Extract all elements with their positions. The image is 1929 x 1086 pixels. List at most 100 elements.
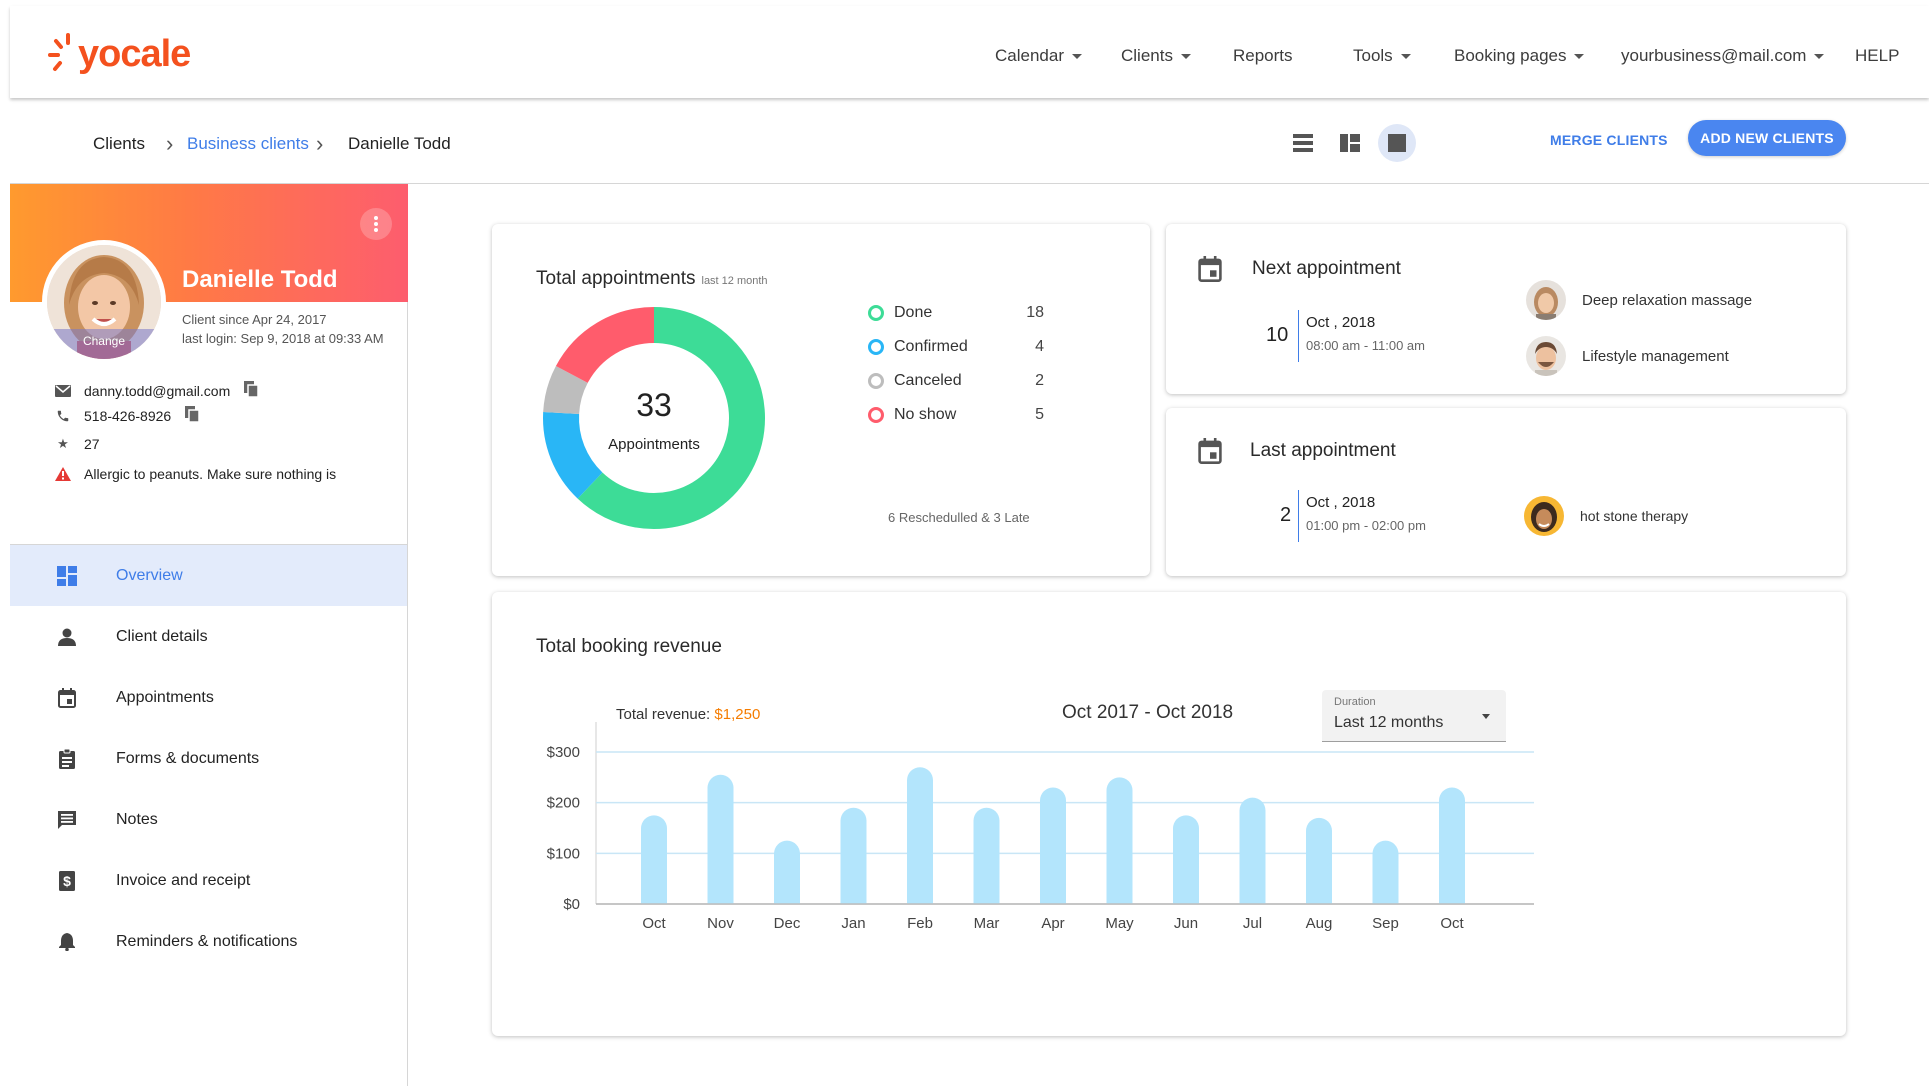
- total-revenue-label: Total revenue:: [616, 706, 711, 723]
- revenue-bar[interactable]: [840, 807, 867, 904]
- next-appointment-title: Next appointment: [1252, 258, 1401, 279]
- nav-booking-pages-label: Booking pages: [1454, 46, 1567, 65]
- y-tick-label: $300: [547, 744, 580, 761]
- sidebar-item-overview[interactable]: Overview: [10, 545, 407, 606]
- next-appointment-card: Next appointment 10 Oct , 2018 08:00 am …: [1166, 224, 1846, 394]
- list-view-button[interactable]: [1284, 124, 1322, 162]
- x-tick-label: Jul: [1243, 915, 1262, 932]
- sidebar-item-client-details[interactable]: Client details: [10, 606, 407, 667]
- revenue-bar[interactable]: [973, 807, 1000, 904]
- duration-select[interactable]: Duration Last 12 months: [1322, 690, 1506, 742]
- last-service-1[interactable]: hot stone therapy: [1524, 496, 1688, 536]
- x-tick-label: Aug: [1306, 915, 1333, 932]
- staff-avatar: [1524, 496, 1564, 536]
- legend-label: No show: [894, 406, 957, 423]
- legend-value: 2: [1035, 372, 1044, 389]
- person-icon: [58, 628, 76, 646]
- chevron-right-icon: ›: [166, 131, 174, 156]
- revenue-bar[interactable]: [1040, 787, 1066, 904]
- add-new-clients-button[interactable]: ADD NEW CLIENTS: [1688, 120, 1846, 156]
- nav-booking-pages[interactable]: Booking pages: [1454, 46, 1585, 66]
- revenue-title: Total booking revenue: [536, 636, 722, 657]
- revenue-bar-chart: $0 $100 $200 $300 Oct Nov Dec Jan Feb Mar Apr May Ju…: [547, 722, 1534, 932]
- list-view-icon: [1293, 134, 1313, 152]
- card-view-button[interactable]: [1378, 124, 1416, 162]
- nav-calendar[interactable]: Calendar: [995, 46, 1082, 66]
- dashboard-icon: [57, 565, 77, 586]
- card-title-total: Total appointments last 12 month: [536, 268, 768, 290]
- email-value: danny.todd@gmail.com: [84, 382, 231, 399]
- nav-clients[interactable]: Clients: [1121, 46, 1191, 66]
- merge-clients-button[interactable]: MERGE CLIENTS: [1550, 132, 1668, 148]
- y-tick-label: $100: [547, 845, 580, 862]
- calendar-icon: [58, 687, 76, 708]
- revenue-bar-base: [1173, 891, 1199, 904]
- nav-clients-label: Clients: [1121, 46, 1173, 65]
- rescheduled-note: 6 Reschedulled & 3 Late: [888, 510, 1030, 525]
- contact-rating: ★ 27: [54, 436, 99, 452]
- copy-phone-button[interactable]: [185, 406, 200, 425]
- nav-calendar-label: Calendar: [995, 46, 1064, 65]
- x-tick-label: Sep: [1372, 915, 1399, 932]
- sidebar-item-notes[interactable]: Notes: [10, 789, 407, 850]
- next-appointment-month: Oct , 2018: [1306, 314, 1376, 331]
- revenue-bar[interactable]: [707, 774, 734, 904]
- revenue-bar-base: [1306, 891, 1332, 904]
- donut-slice-no-show: [555, 307, 655, 384]
- revenue-bar-base: [641, 891, 667, 904]
- copy-email-button[interactable]: [244, 381, 259, 400]
- more-vert-icon: [374, 216, 378, 232]
- x-tick-label: May: [1105, 915, 1134, 932]
- sidebar-item-invoice[interactable]: $ Invoice and receipt: [10, 850, 407, 911]
- legend-dot-done: [868, 305, 884, 321]
- chevron-right-icon: ›: [316, 131, 324, 156]
- sidebar-menu: Overview Client details Appointments For…: [10, 544, 407, 972]
- sidebar-item-label: Client details: [116, 627, 208, 645]
- legend-done: Done 18: [868, 304, 1044, 322]
- revenue-bar[interactable]: [774, 840, 800, 904]
- client-photo: [47, 245, 161, 359]
- sidebar-item-label: Invoice and receipt: [116, 871, 251, 889]
- revenue-bar[interactable]: [1239, 797, 1266, 904]
- nav-help[interactable]: HELP: [1855, 46, 1899, 66]
- last-appointment-time: 01:00 pm - 02:00 pm: [1306, 518, 1426, 533]
- revenue-bar[interactable]: [1106, 777, 1133, 904]
- date-divider: [1298, 310, 1299, 362]
- legend-dot-canceled: [868, 373, 884, 389]
- sidebar-item-appointments[interactable]: Appointments: [10, 667, 407, 728]
- revenue-bar[interactable]: [641, 815, 667, 904]
- more-options-button[interactable]: [360, 208, 392, 240]
- revenue-bar[interactable]: [1173, 815, 1199, 904]
- legend-dot-confirmed: [868, 339, 884, 355]
- last-appointment-day: 2: [1280, 504, 1292, 526]
- nav-account[interactable]: yourbusiness@mail.com: [1621, 46, 1825, 66]
- next-service-2[interactable]: Lifestyle management: [1526, 336, 1729, 376]
- x-tick-label: Oct: [1440, 915, 1464, 932]
- revenue-bar[interactable]: [1439, 787, 1465, 904]
- yocale-logo[interactable]: yocale: [46, 26, 191, 82]
- nav-reports[interactable]: Reports: [1233, 46, 1293, 66]
- donut-total-label: Appointments: [608, 436, 700, 453]
- revenue-bar[interactable]: [1372, 840, 1399, 904]
- next-service-1[interactable]: Deep relaxation massage: [1526, 280, 1752, 320]
- sidebar-item-forms[interactable]: Forms & documents: [10, 728, 407, 789]
- nav-help-label: HELP: [1855, 46, 1900, 65]
- avatar: Change: [42, 240, 166, 364]
- breadcrumb-clients[interactable]: Clients: [93, 134, 145, 153]
- nav-tools[interactable]: Tools: [1353, 46, 1411, 66]
- donut-slice-done: [577, 307, 765, 529]
- breadcrumb-business-clients[interactable]: Business clients: [187, 134, 309, 153]
- sidebar-item-reminders[interactable]: Reminders & notifications: [10, 911, 407, 972]
- change-photo-button[interactable]: Change: [47, 329, 161, 359]
- split-view-button[interactable]: [1331, 124, 1369, 162]
- staff-avatar: [1526, 280, 1566, 320]
- duration-value: Last 12 months: [1334, 714, 1444, 731]
- next-appointment-day: 10: [1266, 324, 1289, 346]
- revenue-bar[interactable]: [907, 767, 933, 904]
- mail-icon: [55, 384, 71, 397]
- calendar-icon: [1198, 438, 1222, 464]
- last-appointment-card: Last appointment 2 Oct , 2018 01:00 pm -…: [1166, 408, 1846, 576]
- sidebar-item-label: Reminders & notifications: [116, 932, 298, 950]
- legend-canceled: Canceled 2: [868, 372, 1044, 390]
- revenue-bar[interactable]: [1306, 817, 1332, 904]
